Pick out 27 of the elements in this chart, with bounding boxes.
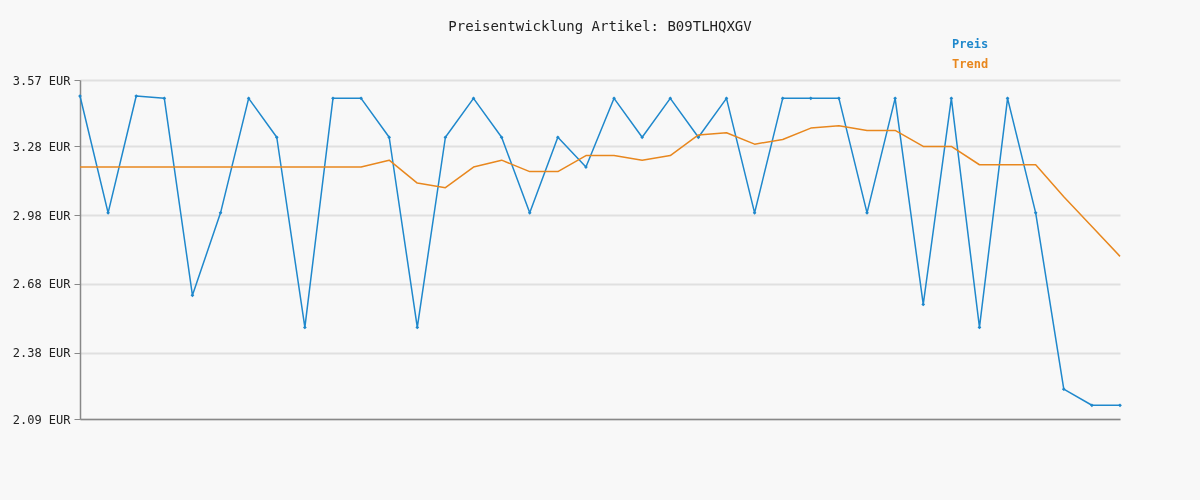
point <box>1118 403 1122 408</box>
point <box>359 96 363 101</box>
y-tick-label: 2.09 EUR <box>12 412 72 427</box>
y-tick-label: 2.38 EUR <box>12 346 72 361</box>
point <box>1033 210 1038 215</box>
point <box>1005 96 1010 101</box>
point <box>724 96 729 101</box>
point <box>134 94 139 98</box>
point <box>218 210 223 215</box>
point <box>302 325 307 330</box>
y-tick-label: 2.98 EUR <box>12 208 72 223</box>
point <box>893 96 898 101</box>
y-tick-label: 3.57 EUR <box>12 73 72 88</box>
text: Trend <box>952 57 989 71</box>
point <box>752 210 757 215</box>
chart-title: Preisentwicklung Artikel: B09TLHQXGV <box>448 18 753 34</box>
line-series <box>79 125 1121 258</box>
point <box>921 302 926 307</box>
point <box>443 135 448 140</box>
point <box>837 96 841 101</box>
y-tick-label: 2.68 EUR <box>12 277 72 292</box>
point <box>612 96 616 101</box>
y-tick-label: 3.28 EUR <box>12 139 72 154</box>
point <box>471 96 476 101</box>
point <box>1090 403 1094 408</box>
point <box>331 96 335 101</box>
text: Preis <box>952 37 989 51</box>
